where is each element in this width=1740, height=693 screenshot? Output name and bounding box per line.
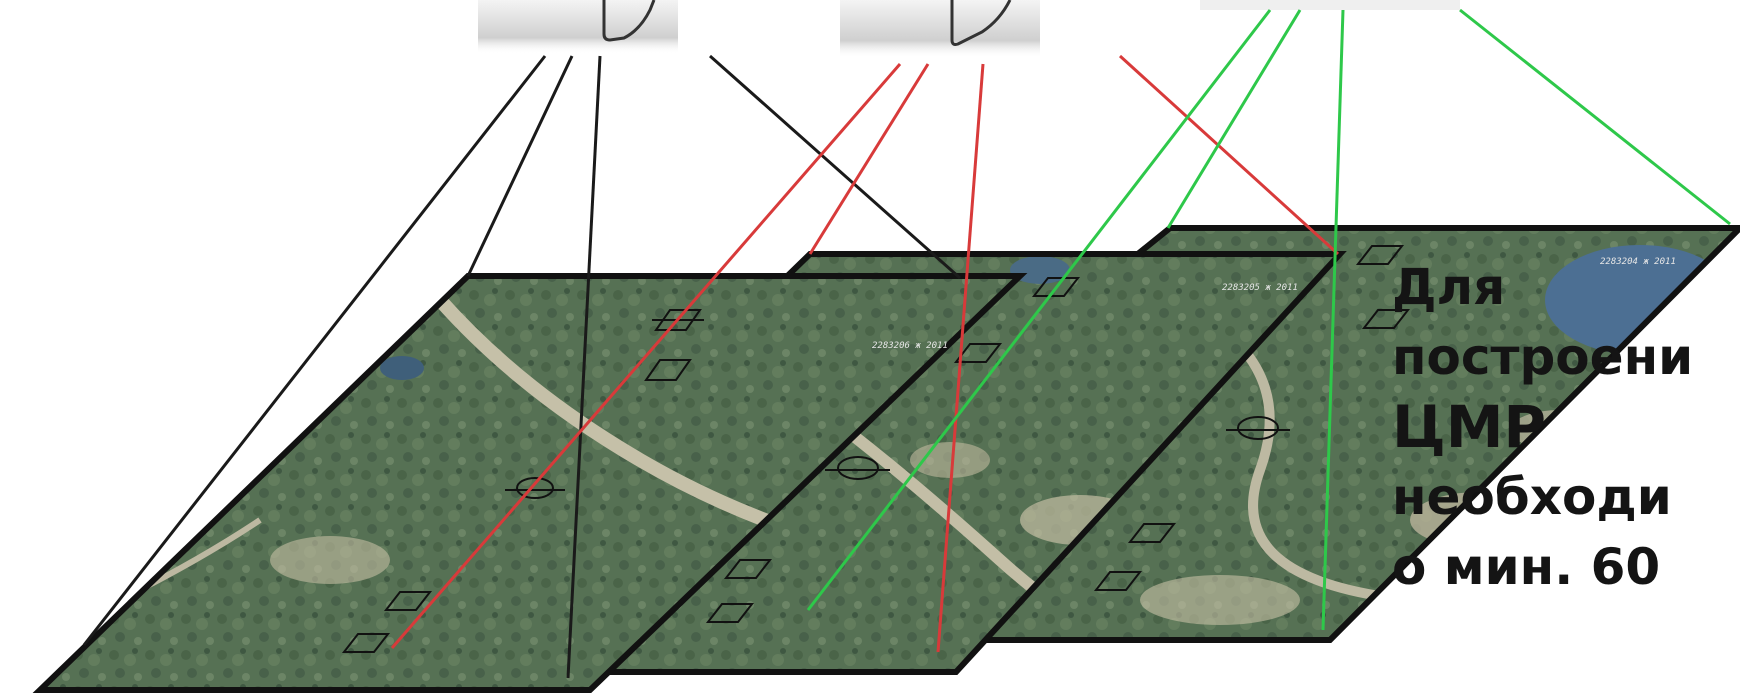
caption-line-4: необходи	[1392, 468, 1672, 526]
caption-line-2: построени	[1392, 328, 1694, 386]
caption-line-5: о мин. 60	[1392, 538, 1661, 596]
survey-marker	[825, 456, 890, 480]
camera-1-rays	[82, 54, 961, 679]
camera-2-rays	[390, 54, 1340, 653]
camera-icon	[1200, 0, 1460, 10]
svg-text:2283204 ж 2011: 2283204 ж 2011	[1600, 257, 1676, 267]
caption-text: Для построени ЦМР необходи о мин. 60	[1392, 252, 1740, 602]
survey-marker	[1093, 523, 1177, 591]
survey-marker	[1226, 416, 1290, 440]
camera-icon	[478, 0, 678, 54]
caption-line-3: ЦМР	[1392, 393, 1547, 461]
survey-marker	[705, 559, 773, 623]
survey-marker	[505, 477, 565, 499]
camera-icon	[840, 0, 1040, 58]
camera-3-rays	[806, 8, 1731, 631]
caption-line-1: Для	[1392, 258, 1506, 316]
svg-text:2283205 ж 2011: 2283205 ж 2011	[1222, 283, 1298, 293]
survey-marker	[1355, 245, 1411, 329]
svg-text:2283206 ж 2011: 2283206 ж 2011	[872, 341, 948, 351]
survey-marker	[341, 591, 433, 653]
